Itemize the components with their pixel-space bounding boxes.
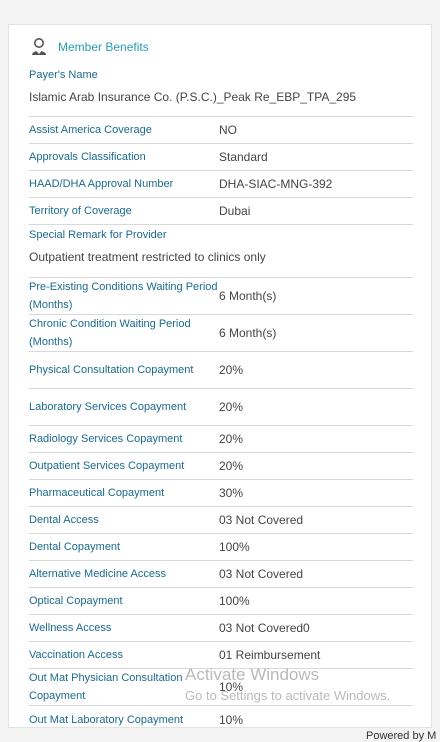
- benefit-row-wellness: Wellness Access 03 Not Covered0: [29, 615, 413, 642]
- benefit-row-alternative-medicine: Alternative Medicine Access 03 Not Cover…: [29, 561, 413, 588]
- benefit-label: Outpatient Services Copayment: [29, 460, 185, 472]
- benefit-label: Special Remark for Provider: [29, 229, 167, 241]
- benefit-value: 30%: [219, 486, 244, 500]
- benefit-value: 100%: [219, 594, 250, 608]
- benefit-value: 20%: [219, 400, 244, 414]
- benefit-value: NO: [219, 123, 237, 137]
- benefit-label: Laboratory Services Copayment: [29, 401, 187, 413]
- benefit-value: 01 Reimbursement: [219, 648, 321, 662]
- benefit-label: Out Mat Laboratory Copayment: [29, 713, 184, 726]
- powered-by-text: Powered by M: [366, 730, 437, 742]
- benefit-row-territory: Territory of Coverage Dubai: [29, 198, 413, 225]
- benefit-value: 20%: [219, 363, 244, 377]
- benefit-label: Pre-Existing Conditions Waiting Period (…: [29, 281, 218, 311]
- benefit-row-pharmaceutical: Pharmaceutical Copayment 30%: [29, 480, 413, 507]
- benefit-row-physical-consultation: Physical Consultation Copayment 20%: [29, 352, 413, 389]
- benefit-value: 20%: [219, 432, 244, 446]
- user-icon: [29, 37, 49, 57]
- benefit-value: Outpatient treatment restricted to clini…: [29, 250, 266, 264]
- benefit-row-assist-america: Assist America Coverage NO: [29, 117, 413, 144]
- benefit-label: Pharmaceutical Copayment: [29, 487, 165, 499]
- benefit-row-vaccination: Vaccination Access 01 Reimbursement: [29, 642, 413, 669]
- benefit-label: Territory of Coverage: [29, 205, 132, 217]
- benefit-value: DHA-SIAC-MNG-392: [219, 177, 333, 191]
- benefit-row-out-mat-laboratory: Out Mat Laboratory Copayment 10%: [29, 706, 413, 727]
- benefit-value: Dubai: [219, 204, 251, 218]
- benefit-label: Out Mat Physician Consultation Copayment: [29, 672, 183, 702]
- benefits-list: Payer's Name Islamic Arab Insurance Co. …: [29, 65, 413, 727]
- benefit-row-dental-access: Dental Access 03 Not Covered: [29, 507, 413, 534]
- benefit-row-radiology: Radiology Services Copayment 20%: [29, 426, 413, 453]
- benefit-row-outpatient-services: Outpatient Services Copayment 20%: [29, 453, 413, 480]
- benefit-row-approval-number: HAAD/DHA Approval Number DHA-SIAC-MNG-39…: [29, 171, 413, 198]
- benefit-row-out-mat-physician: Out Mat Physician Consultation Copayment…: [29, 669, 413, 706]
- benefit-value: 03 Not Covered: [219, 513, 304, 527]
- benefit-label: Payer's Name: [29, 69, 98, 81]
- benefit-row-chronic-waiting: Chronic Condition Waiting Period (Months…: [29, 315, 413, 352]
- benefit-row-payers-name: Payer's Name Islamic Arab Insurance Co. …: [29, 65, 413, 117]
- panel-title: Member Benefits: [58, 40, 149, 54]
- benefit-label: Chronic Condition Waiting Period (Months…: [29, 318, 191, 348]
- benefit-label: HAAD/DHA Approval Number: [29, 178, 174, 190]
- benefit-value: 10%: [219, 712, 244, 727]
- benefit-label: Radiology Services Copayment: [29, 433, 183, 445]
- benefit-row-laboratory-services: Laboratory Services Copayment 20%: [29, 389, 413, 426]
- panel-header: Member Benefits: [29, 37, 149, 57]
- benefit-row-approvals-classification: Approvals Classification Standard: [29, 144, 413, 171]
- benefit-value: 100%: [219, 540, 250, 554]
- benefit-label: Dental Copayment: [29, 541, 121, 553]
- benefit-label: Approvals Classification: [29, 151, 146, 163]
- benefit-label: Dental Access: [29, 514, 99, 526]
- benefit-value: 6 Month(s): [219, 289, 277, 303]
- benefit-label: Assist America Coverage: [29, 124, 152, 136]
- member-benefits-panel: Member Benefits Payer's Name Islamic Ara…: [8, 24, 432, 728]
- benefit-row-dental-copayment: Dental Copayment 100%: [29, 534, 413, 561]
- benefit-value: 10%: [219, 680, 244, 694]
- benefit-value: Standard: [219, 150, 268, 164]
- benefit-label: Vaccination Access: [29, 649, 123, 661]
- benefit-value: 20%: [219, 459, 244, 473]
- benefit-label: Physical Consultation Copayment: [29, 364, 194, 376]
- benefit-value: Islamic Arab Insurance Co. (P.S.C.)_Peak…: [29, 90, 357, 104]
- benefit-value: 6 Month(s): [219, 326, 277, 340]
- benefit-label: Optical Copayment: [29, 595, 123, 607]
- benefit-row-special-remark: Special Remark for Provider Outpatient t…: [29, 225, 413, 278]
- benefit-row-pre-existing-waiting: Pre-Existing Conditions Waiting Period (…: [29, 278, 413, 315]
- benefit-row-optical: Optical Copayment 100%: [29, 588, 413, 615]
- benefit-label: Wellness Access: [29, 622, 112, 634]
- benefit-label: Alternative Medicine Access: [29, 568, 166, 580]
- benefit-value: 03 Not Covered0: [219, 621, 310, 635]
- benefit-value: 03 Not Covered: [219, 567, 304, 581]
